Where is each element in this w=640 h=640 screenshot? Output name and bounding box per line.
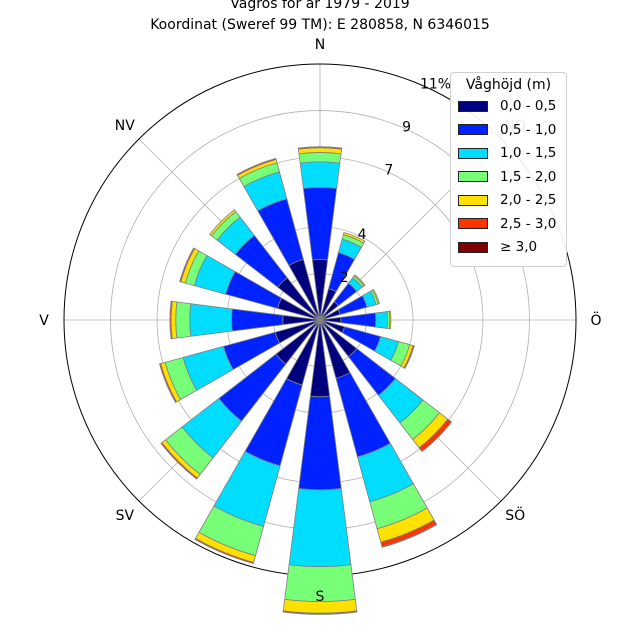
wedge-segment: [189, 303, 233, 337]
wedge-segment: [297, 146, 343, 150]
wedge-segment: [418, 418, 453, 453]
wedge-segment: [194, 537, 255, 565]
legend-swatch: [458, 100, 488, 112]
radial-tick-label: 9: [402, 119, 411, 135]
chart-title: Vågros för år 1979 - 2019: [230, 0, 410, 12]
legend-label: 0,0 - 0,5: [500, 98, 557, 114]
wedge-segment: [159, 363, 178, 403]
wedge-segment: [282, 610, 358, 615]
legend-item: 0,0 - 0,5: [458, 96, 556, 116]
wedge-segment: [298, 395, 342, 491]
compass-label: NV: [115, 118, 135, 134]
wedge-segment: [388, 310, 392, 330]
wedge-segment: [236, 157, 277, 177]
legend-label: 2,0 - 2,5: [500, 192, 557, 208]
wedge-segment: [288, 488, 352, 568]
wedge-segment: [302, 186, 338, 261]
legend-title: Våghöjd (m): [465, 77, 552, 93]
wedge-segment: [372, 288, 380, 305]
legend-item: 1,0 - 1,5: [458, 143, 556, 163]
radial-tick-label: 2: [340, 270, 349, 286]
wedge-segment: [209, 209, 237, 237]
legend-label: 0,5 - 1,0: [500, 121, 557, 138]
legend-item: ≥ 3,0: [458, 237, 537, 257]
legend-label: 1,5 - 2,0: [500, 168, 557, 185]
wedge-segment: [169, 300, 173, 340]
compass-label: SV: [116, 508, 135, 524]
radial-tick-label: 11%: [420, 76, 451, 92]
wedge-segment: [231, 308, 284, 332]
compass-label: N: [315, 37, 325, 53]
legend: Våghöjd (m) 0,0 - 0,5 0,5 - 1,0 1,0 - 1,5 1…: [450, 72, 567, 267]
legend-item: 1,5 - 2,0: [458, 167, 556, 187]
radial-tick-label: 4: [358, 227, 367, 243]
wedge-segment: [298, 152, 342, 164]
radial-tick-label: 7: [384, 162, 393, 178]
wedge-segment: [340, 312, 377, 328]
legend-item: 2,5 - 3,0: [458, 214, 556, 234]
legend-item: 0,5 - 1,0: [458, 120, 556, 140]
legend-swatch: [458, 241, 488, 253]
wedge-segment: [374, 311, 388, 329]
legend-swatch: [458, 171, 488, 182]
wedge-segment: [342, 231, 366, 244]
wedge-segment: [299, 161, 341, 189]
wedge-segment: [160, 442, 198, 480]
compass-label: S: [316, 589, 325, 605]
legend-swatch: [458, 218, 488, 229]
wedge-segment: [381, 523, 438, 548]
legend-swatch: [458, 194, 488, 206]
legend-label: 1,0 - 1,5: [500, 145, 557, 161]
legend-swatch: [458, 124, 488, 135]
wedge-segment: [179, 247, 196, 283]
legend-item: 2,0 - 2,5: [458, 190, 556, 210]
chart-subtitle: Koordinat (Sweref 99 TM): E 280858, N 63…: [150, 17, 490, 33]
compass-label: SÖ: [505, 506, 525, 524]
legend-label: 2,5 - 3,0: [500, 215, 557, 232]
wedge-segment: [175, 301, 192, 339]
compass-label: V: [39, 313, 49, 329]
wedge-segment: [403, 344, 415, 369]
bars: [159, 146, 453, 615]
legend-swatch: [458, 147, 488, 159]
legend-label: ≥ 3,0: [500, 239, 538, 255]
compass-label: Ö: [590, 311, 601, 329]
wedge-segment: [353, 274, 366, 287]
